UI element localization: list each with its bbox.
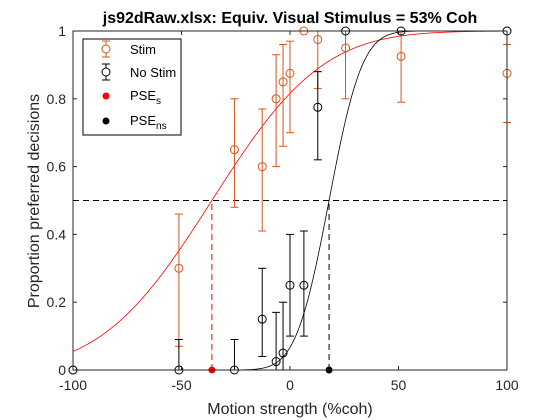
data-point-stim xyxy=(174,263,184,273)
x-tick-label: 0 xyxy=(286,377,294,393)
data-point-stim xyxy=(229,145,239,155)
errorbar-nostim xyxy=(258,267,267,357)
y-tick-label: 0.4 xyxy=(47,226,67,242)
y-tick-label: 1 xyxy=(58,23,66,39)
legend-label-subscript: ns xyxy=(156,121,167,132)
data-point-stim xyxy=(341,43,351,53)
legend-item-stim: Stim xyxy=(101,40,156,58)
y-axis-label: Proportion preferred decisions xyxy=(26,94,43,308)
data-point-stim xyxy=(313,34,323,44)
errorbar-stim xyxy=(258,108,267,232)
legend-label: No Stim xyxy=(130,65,176,80)
errorbar-nostim xyxy=(286,233,294,337)
legend-marker xyxy=(102,117,110,125)
errorbar-stim xyxy=(286,40,294,134)
chart-title: js92dRaw.xlsx: Equiv. Visual Stimulus = … xyxy=(102,10,478,27)
legend-box xyxy=(82,38,182,136)
y-tick-label: 0.6 xyxy=(47,159,67,175)
legend-label-subscript: s xyxy=(156,96,161,107)
x-tick-label: -50 xyxy=(171,377,191,393)
data-point-nostim xyxy=(257,314,267,324)
x-tick-label: 50 xyxy=(391,377,407,393)
legend-label: PSEs xyxy=(130,88,161,107)
errorbar-stim xyxy=(230,98,239,208)
x-tick-label: -100 xyxy=(59,377,87,393)
y-tick-label: 0.8 xyxy=(47,91,67,107)
errorbar-stim xyxy=(279,44,288,147)
data-point-nostim xyxy=(278,348,288,358)
errorbar-nostim xyxy=(299,230,308,337)
data-point-stim xyxy=(271,94,281,104)
x-tick-label: 100 xyxy=(495,377,519,393)
legend-marker xyxy=(101,67,111,77)
errorbar-nostim xyxy=(313,71,322,161)
data-point-nostim xyxy=(299,280,309,290)
data-point-stim xyxy=(278,77,288,87)
legend-item-nostim: No Stim xyxy=(101,63,176,81)
data-point-stim xyxy=(396,51,406,61)
legend-item-pse-s: PSEs xyxy=(102,88,161,107)
errorbar-stim xyxy=(272,54,281,168)
data-point-nostim xyxy=(271,357,281,367)
legend-marker xyxy=(101,44,111,54)
data-point-stim xyxy=(257,162,267,172)
data-point-stim xyxy=(285,68,295,78)
y-tick-label: 0.2 xyxy=(47,294,67,310)
x-axis-label: Motion strength (%coh) xyxy=(207,401,372,418)
y-tick-label: 0 xyxy=(58,362,66,378)
legend-label: Stim xyxy=(130,42,156,57)
legend-marker xyxy=(102,92,110,100)
axes: -100 -50 0 50 100 0 0.2 0.4 0.6 0.8 1 xyxy=(47,23,519,393)
data-point-nostim xyxy=(285,280,295,290)
data-point-nostim xyxy=(313,102,323,112)
